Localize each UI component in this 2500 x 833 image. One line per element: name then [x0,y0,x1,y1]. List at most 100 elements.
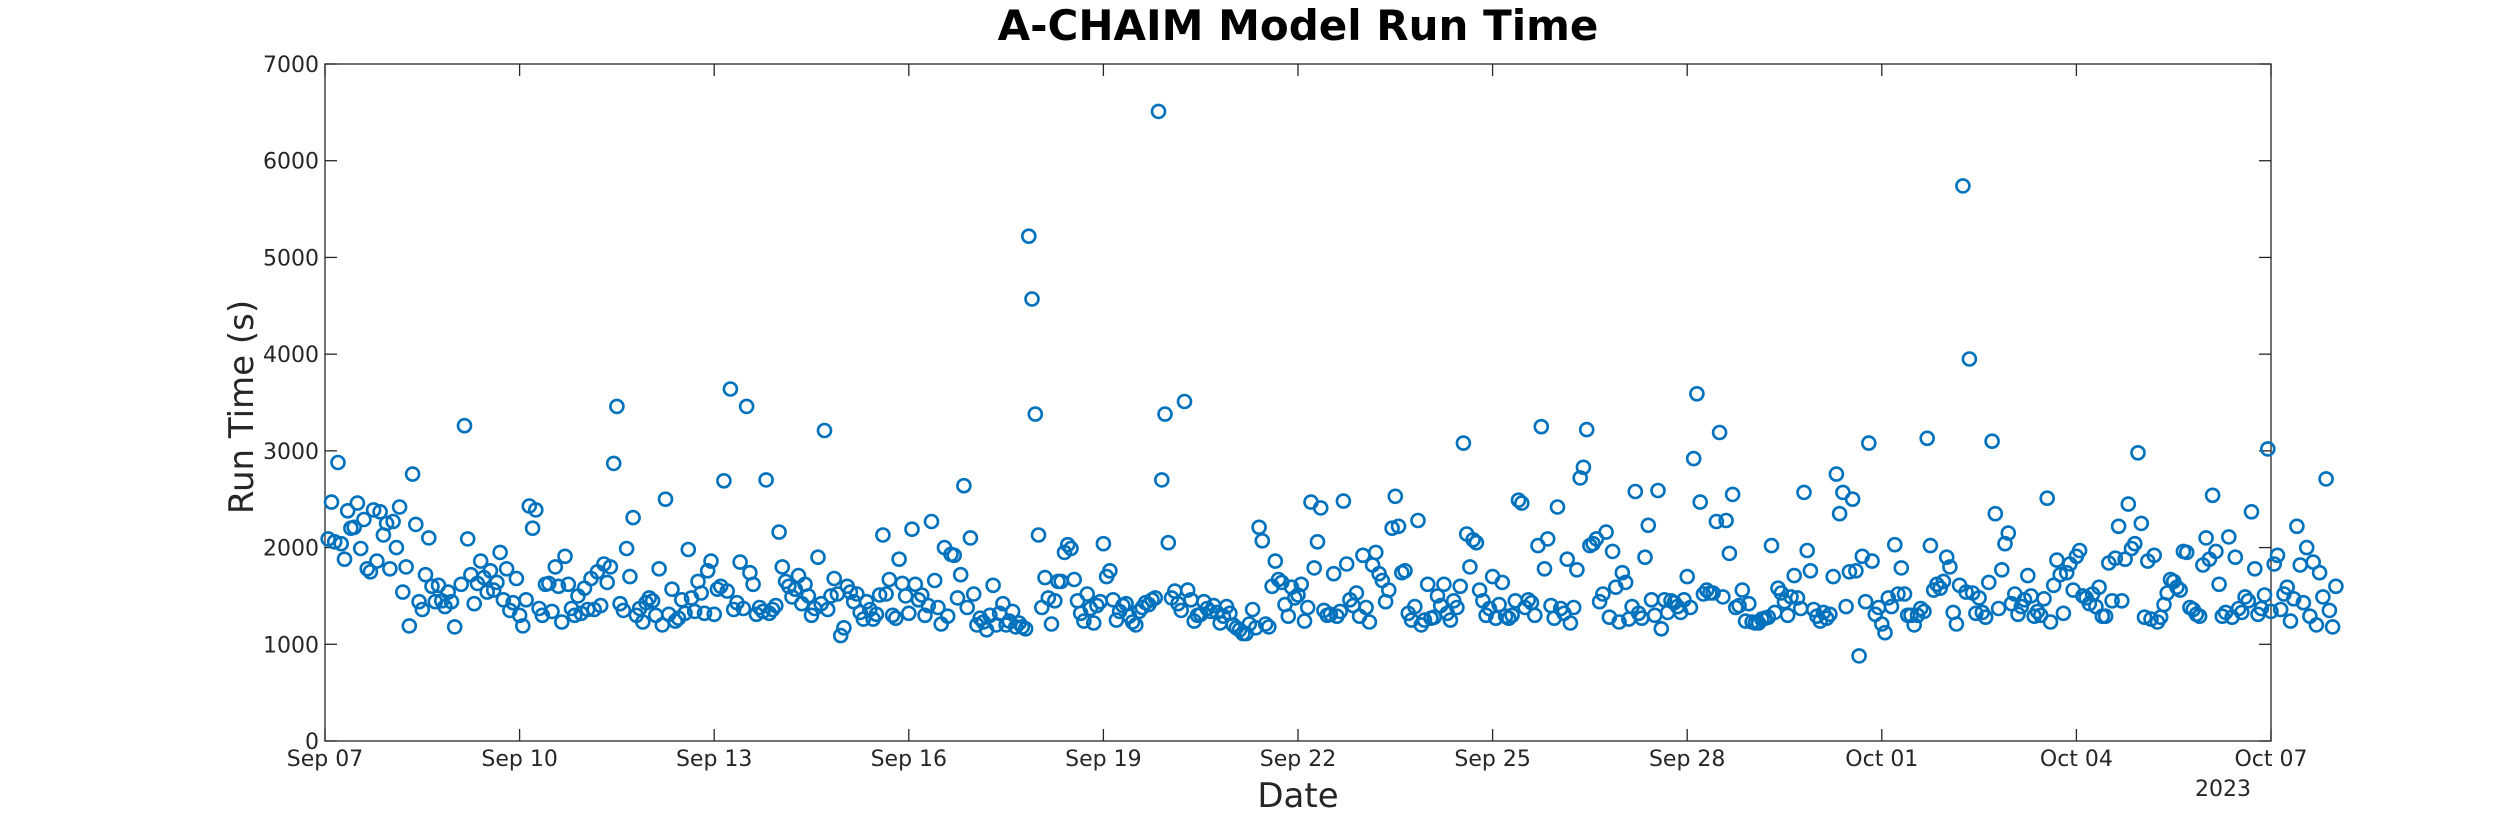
data-point [414,601,431,618]
data-point [1595,586,1611,602]
data-point [680,541,697,558]
data-point [1831,505,1848,522]
data-point [333,535,350,552]
data-point [1047,592,1063,609]
data-point [767,597,784,614]
data-point [456,417,473,434]
data-point [1257,616,1274,632]
data-point [894,575,911,592]
data-point [699,562,716,579]
data-point [1536,560,1553,577]
data-point [1287,590,1303,606]
data-point [939,608,956,625]
data-point [1494,574,1511,591]
data-point [1935,573,1952,590]
data-point [2120,496,2137,512]
data-point [1611,614,1627,630]
data-point [1942,559,1958,575]
data-point [547,559,564,575]
x-tick-label: Oct 04 [2040,747,2113,772]
data-point [2247,560,2263,577]
data-point [1844,491,1861,508]
data-point [2318,471,2334,487]
data-point [1799,542,1815,559]
data-point [1994,561,2010,578]
y-tick-label: 3000 [263,440,319,465]
data-point [1442,612,1459,628]
data-point [398,559,414,575]
data-point [2295,594,2312,611]
data-point [411,593,427,610]
data-point [1549,499,1566,515]
data-point [1578,421,1595,438]
data-point [2039,490,2055,507]
data-point [1037,569,1053,586]
data-point [800,588,817,604]
data-point [1017,620,1034,637]
data-point [2036,590,2052,607]
data-point [492,544,508,561]
data-point [667,613,684,629]
data-point [553,614,570,630]
data-point [1604,543,1621,560]
data-point [2104,592,2120,609]
data-point [1280,608,1297,625]
data-point [482,562,499,579]
data-point [2020,567,2036,584]
data-point [1147,590,1164,606]
data-point [2204,487,2221,504]
data-point [625,509,641,526]
data-point [1708,513,1725,530]
data-point [1763,537,1780,554]
data-point [774,559,791,575]
data-point [1818,610,1835,627]
data-point [527,502,544,518]
data-point [810,549,826,566]
y-tick-label: 7000 [263,53,319,78]
data-point [1637,549,1653,566]
data-point [923,513,940,530]
data-point [1838,598,1854,615]
data-point [1711,424,1728,441]
data-point [1390,518,1407,535]
data-point [2285,590,2302,607]
data-point [401,618,418,634]
data-point [1361,614,1378,630]
data-point [2237,589,2253,605]
data-point [1539,531,1556,547]
data-point [440,584,457,600]
data-point [1572,470,1588,486]
data-point [1514,495,1530,511]
x-axis-year-label: 2023 [2195,777,2251,802]
data-point [2091,579,2107,596]
data-point [466,595,483,612]
data-point [2191,608,2208,625]
x-axis-label: Date [1257,776,1338,816]
data-point [489,574,505,591]
data-point [1410,512,1426,529]
data-point [2055,605,2072,622]
data-point [703,553,719,569]
data-point [417,566,434,583]
data-point [2010,606,2026,623]
data-point [1822,606,1838,623]
data-point [1510,492,1527,509]
data-point [1848,562,1864,579]
data-point [1877,624,1893,641]
data-point [2058,564,2075,581]
data-point [1449,599,1465,616]
data-point [1154,472,1170,488]
data-point [2042,614,2059,630]
data-point [2324,619,2341,635]
data-point [1627,483,1644,500]
data-point [2110,518,2127,535]
data-point [1721,545,1738,562]
data-point [1977,609,1994,626]
data-point [1864,553,1880,569]
data-point [2298,539,2315,556]
data-point [1984,433,2000,450]
data-point [1160,534,1177,551]
data-point [352,540,369,557]
data-point [1968,605,1984,622]
data-point [1679,568,1695,585]
